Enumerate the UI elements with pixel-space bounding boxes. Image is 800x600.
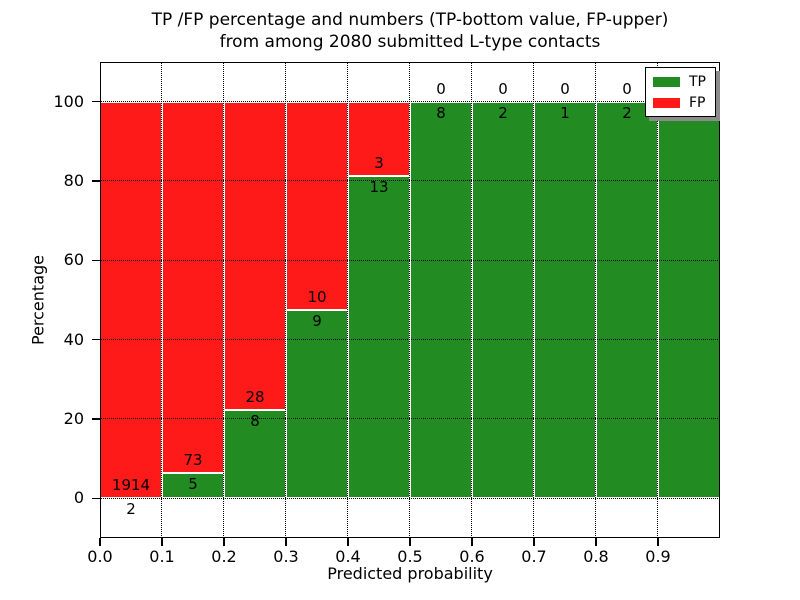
x-tick-label: 0.2: [211, 547, 237, 566]
plot-area: Predicted probability Percentage 1914 2 73…: [29, 62, 720, 583]
x-tick-mark: [285, 538, 287, 546]
x-tick-label: 0.7: [521, 547, 547, 566]
fp-count-label: 0: [436, 79, 446, 98]
x-tick-label: 0.9: [645, 547, 671, 566]
x-gridline: [533, 62, 535, 538]
tp-count-label: 8: [250, 412, 260, 431]
y-tick-label: 100: [53, 91, 84, 111]
x-tick-mark: [657, 538, 659, 546]
fp-count-label: 73: [183, 450, 203, 469]
x-tick-mark: [347, 538, 349, 546]
tp-count-label: 13: [369, 178, 389, 197]
fp-count-label: 28: [245, 388, 265, 407]
x-tick-mark: [223, 538, 225, 546]
fp-count-label: 10: [307, 288, 327, 307]
tp-count-label: 8: [436, 103, 446, 122]
y-tick-mark: [92, 497, 100, 500]
bar-segment-fp: [100, 101, 162, 498]
tp-count-label: 2: [622, 103, 632, 122]
x-tick-mark: [161, 538, 163, 546]
legend: TP FP: [645, 67, 716, 117]
chart-title-line2: from among 2080 submitted L-type contact…: [219, 32, 601, 52]
x-gridline: [471, 62, 473, 538]
bar-segment-tp: [534, 101, 596, 499]
y-tick-label: 40: [63, 329, 84, 349]
x-gridline: [657, 62, 659, 538]
x-gridline: [409, 62, 411, 538]
tp-count-label: 2: [498, 103, 508, 122]
bar-segment-fp: [348, 101, 410, 177]
legend-label: FP: [689, 94, 706, 111]
x-tick-mark: [409, 538, 411, 546]
x-tick-label: 0.3: [273, 547, 299, 566]
bar-segment-tp: [224, 410, 286, 499]
tp-count-label: 2: [126, 499, 136, 518]
x-tick-label: 0.1: [149, 547, 175, 566]
legend-label: TP: [689, 73, 706, 90]
fp-count-label: 0: [560, 79, 570, 98]
chart-title: TP /FP percentage and numbers (TP-bottom…: [90, 9, 730, 53]
y-tick-mark: [92, 338, 100, 341]
x-gridline: [285, 62, 287, 538]
y-tick-label: 20: [63, 409, 84, 428]
tp-count-label: 1: [560, 103, 570, 122]
x-gridline: [161, 62, 163, 538]
fp-count-label: 1914: [111, 475, 151, 494]
x-tick-label: 0.5: [397, 547, 423, 566]
fp-count-label: 0: [498, 79, 508, 98]
bar-segment-tp: [286, 310, 348, 499]
x-tick-label: 0.0: [87, 547, 113, 566]
bar-segment-tp: [410, 101, 472, 499]
legend-item-fp: FP: [653, 94, 706, 111]
x-tick-mark: [471, 538, 473, 546]
x-tick-mark: [595, 538, 597, 546]
y-tick-mark: [92, 180, 100, 182]
bar-segment-tp: [472, 101, 534, 499]
tp-count-label: 5: [188, 474, 198, 493]
bar-segment-tp: [658, 101, 720, 499]
x-tick-mark: [99, 538, 101, 546]
bar-segment-fp: [224, 101, 286, 411]
x-axis-label: Predicted probability: [327, 564, 493, 583]
y-tick-label: 80: [63, 171, 84, 190]
fp-count-label: 0: [622, 79, 632, 98]
tp-count-label: 9: [312, 312, 322, 331]
y-tick-mark: [92, 259, 100, 262]
x-tick-mark: [533, 538, 535, 546]
x-tick-label: 0.6: [459, 547, 485, 566]
chart-title-line1: TP /FP percentage and numbers (TP-bottom…: [151, 10, 669, 30]
bar-segment-tp: [596, 101, 658, 499]
x-gridline: [595, 62, 597, 538]
bar-segment-tp: [348, 176, 410, 499]
x-tick-label: 0.8: [583, 547, 609, 566]
x-gridline: [347, 62, 349, 538]
x-gridline: [223, 62, 225, 538]
y-tick-label: 60: [63, 250, 84, 270]
legend-swatch-tp: [653, 76, 680, 87]
legend-swatch-fp: [653, 97, 680, 108]
y-tick-mark: [92, 100, 100, 103]
bar-segment-fp: [286, 101, 348, 311]
y-tick-mark: [92, 418, 100, 420]
fp-count-label: 3: [374, 154, 384, 173]
y-tick-label: 0: [73, 488, 84, 508]
legend-item-tp: TP: [653, 73, 706, 90]
x-tick-label: 0.4: [335, 547, 361, 566]
